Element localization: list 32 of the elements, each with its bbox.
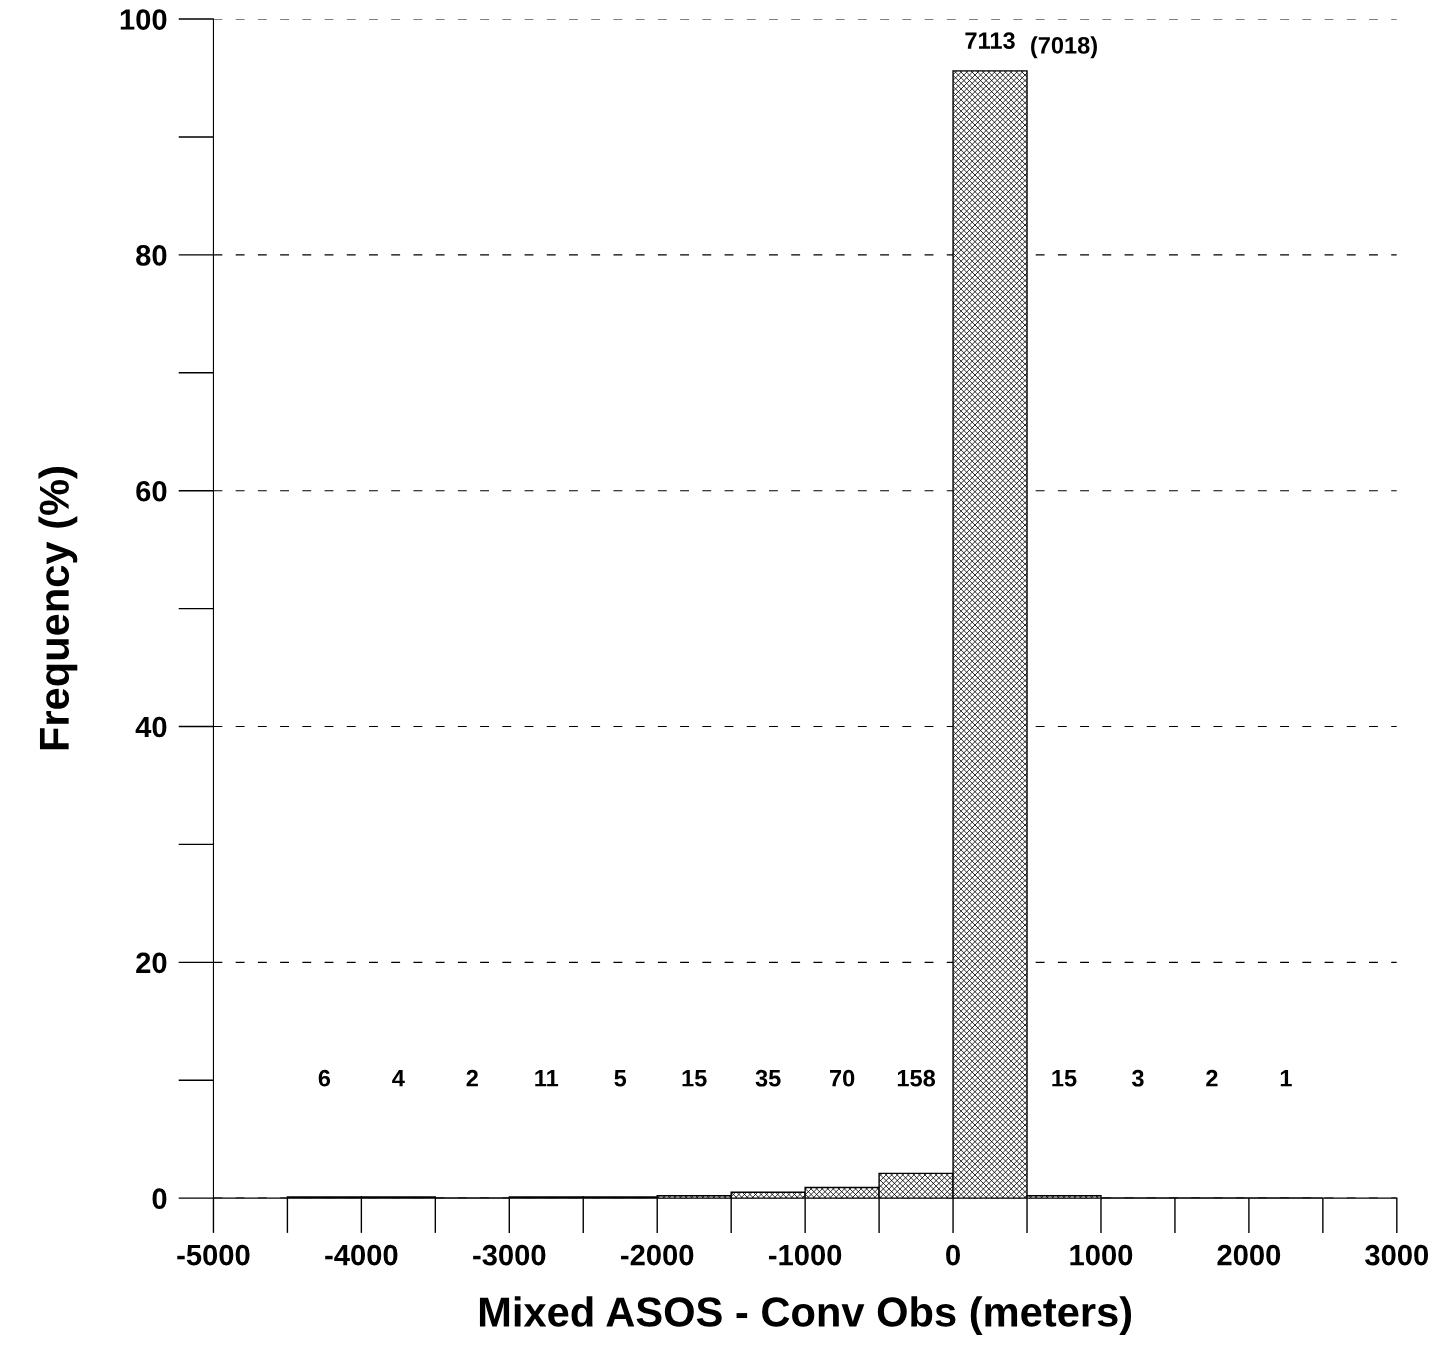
x-tick-label: 3000 [1365,1244,1429,1266]
annotation: 4 [392,1070,405,1087]
y-tick-label: 60 [136,480,167,502]
y-tick-label: 20 [136,952,167,974]
y-tick-label: 100 [120,9,167,30]
x-axis-title: Mixed ASOS - Conv Obs (meters) [479,1296,1132,1336]
x-tick-label: 0 [946,1244,960,1266]
annotation: 2 [1206,1069,1218,1087]
annotation: 35 [755,1069,781,1087]
annotation: 15 [1052,1070,1077,1087]
annotation: 7113 [965,32,1015,49]
y-tick-label: 40 [135,716,167,738]
x-tick-label: -1000 [768,1244,842,1266]
annotation: 15 [682,1070,707,1087]
annotation: 6 [318,1069,331,1087]
annotation: 11 [535,1070,559,1087]
annotation: (7018) [1031,36,1097,59]
annotation: 2 [466,1069,478,1087]
annotation: 70 [830,1069,855,1087]
x-tick-label: 1000 [1070,1244,1133,1266]
y-axis-title: Frequency (%) [38,467,78,750]
x-tick-label: -3000 [473,1244,546,1266]
annotation: 5 [614,1070,627,1087]
x-tick-label: 2000 [1217,1244,1281,1266]
annotation: 1 [1280,1070,1292,1087]
x-tick-label: -2000 [621,1244,694,1266]
y-tick-label: 0 [152,1188,167,1210]
annotation: 158 [897,1069,936,1087]
y-tick-label: 80 [136,245,167,266]
annotation: 3 [1131,1069,1144,1087]
x-tick-label: -5000 [177,1244,250,1266]
x-tick-label: -4000 [325,1244,398,1266]
